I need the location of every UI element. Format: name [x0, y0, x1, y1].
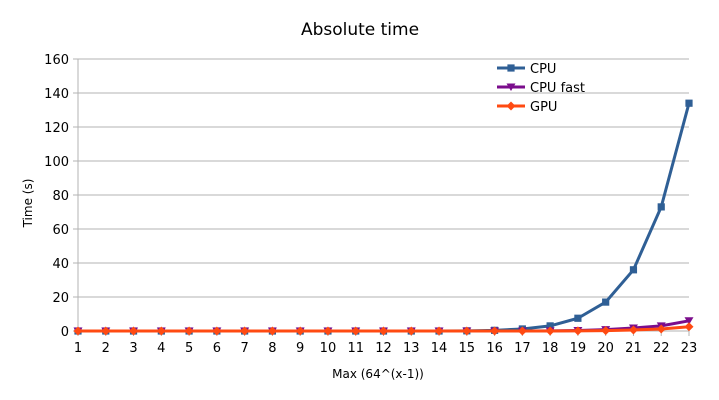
point-cpu-22 — [657, 203, 665, 211]
point-gpu-21 — [628, 325, 638, 335]
point-gpu-8 — [267, 326, 277, 336]
x-tick-label-15: 15 — [459, 341, 476, 356]
point-gpu-23 — [684, 322, 694, 332]
x-tick-label-6: 6 — [213, 341, 221, 356]
point-gpu-19 — [573, 326, 583, 336]
x-tick-label-21: 21 — [625, 341, 642, 356]
x-tick-label-3: 3 — [129, 341, 137, 356]
y-tick-label-160: 160 — [44, 53, 69, 68]
x-tick-labels: 1 2 3 4 5 6 7 8 9 10 11 12 13 14 15 16 17 18 19 20 21 22 23 — [74, 341, 697, 356]
y-tick-label-100: 100 — [44, 155, 69, 170]
x-tick-label-11: 11 — [347, 341, 364, 356]
chart-title: Absolute time — [301, 20, 419, 40]
x-tick-label-17: 17 — [514, 341, 531, 356]
point-cpu-fast-23 — [684, 317, 694, 325]
x-tick-label-4: 4 — [157, 341, 165, 356]
x-tick-label-9: 9 — [296, 341, 304, 356]
point-gpu-1 — [73, 326, 83, 336]
legend: CPU CPU fast GPU — [497, 62, 585, 115]
legend-label-gpu: GPU — [530, 100, 557, 115]
point-gpu-2 — [101, 326, 111, 336]
point-cpu-21 — [629, 266, 638, 274]
point-cpu-23 — [685, 99, 693, 107]
x-tick-label-18: 18 — [542, 341, 559, 356]
legend-label-cpu: CPU — [530, 62, 556, 77]
point-gpu-18 — [545, 326, 555, 336]
point-gpu-20 — [601, 326, 611, 336]
legend-marker-cpu-fast — [506, 83, 516, 91]
gridlines — [78, 58, 689, 298]
x-tick-label-16: 16 — [486, 341, 503, 356]
point-gpu-11 — [351, 326, 361, 336]
point-gpu-13 — [406, 326, 416, 336]
legend-item-cpu: CPU — [497, 62, 556, 77]
legend-label-cpu-fast: CPU fast — [530, 81, 585, 96]
series-lines — [73, 99, 694, 336]
x-tick-label-13: 13 — [403, 341, 420, 356]
point-cpu-19 — [574, 314, 582, 322]
x-tick-label-20: 20 — [597, 341, 614, 356]
point-gpu-16 — [490, 326, 500, 336]
series-gpu — [73, 322, 694, 336]
point-cpu-18 — [546, 322, 554, 330]
y-tick-label-120: 120 — [44, 121, 69, 136]
y-tick-label-20: 20 — [52, 291, 69, 306]
point-gpu-12 — [379, 326, 388, 336]
y-axis-title: Time (s) — [21, 179, 35, 229]
point-gpu-7 — [240, 326, 250, 336]
x-tick-label-10: 10 — [320, 341, 337, 356]
x-tick-label-23: 23 — [681, 341, 698, 356]
x-tick-label-22: 22 — [653, 341, 670, 356]
y-tick-label-140: 140 — [44, 87, 69, 102]
x-tick-label-7: 7 — [240, 341, 248, 356]
y-tick-label-40: 40 — [52, 257, 69, 272]
x-tick-label-12: 12 — [375, 341, 392, 356]
point-gpu-9 — [295, 326, 305, 336]
point-gpu-15 — [462, 326, 472, 336]
point-gpu-3 — [129, 326, 139, 336]
y-tick-labels: 0 20 40 60 80 100 120 140 160 — [44, 53, 69, 340]
legend-marker-gpu — [506, 101, 516, 111]
axes — [73, 58, 690, 336]
x-tick-label-8: 8 — [268, 341, 276, 356]
point-cpu-20 — [602, 298, 610, 306]
y-tick-label-0: 0 — [61, 325, 69, 340]
point-gpu-6 — [212, 326, 222, 336]
x-tick-label-2: 2 — [102, 341, 110, 356]
point-gpu-14 — [434, 326, 444, 336]
point-gpu-22 — [656, 324, 666, 334]
legend-item-gpu: GPU — [497, 100, 557, 115]
legend-marker-cpu — [507, 64, 515, 72]
series-cpu — [74, 99, 693, 335]
point-gpu-17 — [517, 326, 527, 336]
x-tick-label-1: 1 — [74, 341, 82, 356]
x-tick-label-14: 14 — [431, 341, 448, 356]
y-tick-label-80: 80 — [52, 189, 69, 204]
legend-item-cpu-fast: CPU fast — [497, 81, 585, 96]
x-tick-label-19: 19 — [570, 341, 587, 356]
point-gpu-10 — [323, 326, 333, 336]
y-tick-label-60: 60 — [52, 223, 69, 238]
point-gpu-4 — [156, 326, 166, 336]
x-axis-title: Max (64^(x-1)) — [332, 367, 424, 381]
point-gpu-5 — [184, 326, 194, 336]
x-tick-label-5: 5 — [185, 341, 193, 356]
